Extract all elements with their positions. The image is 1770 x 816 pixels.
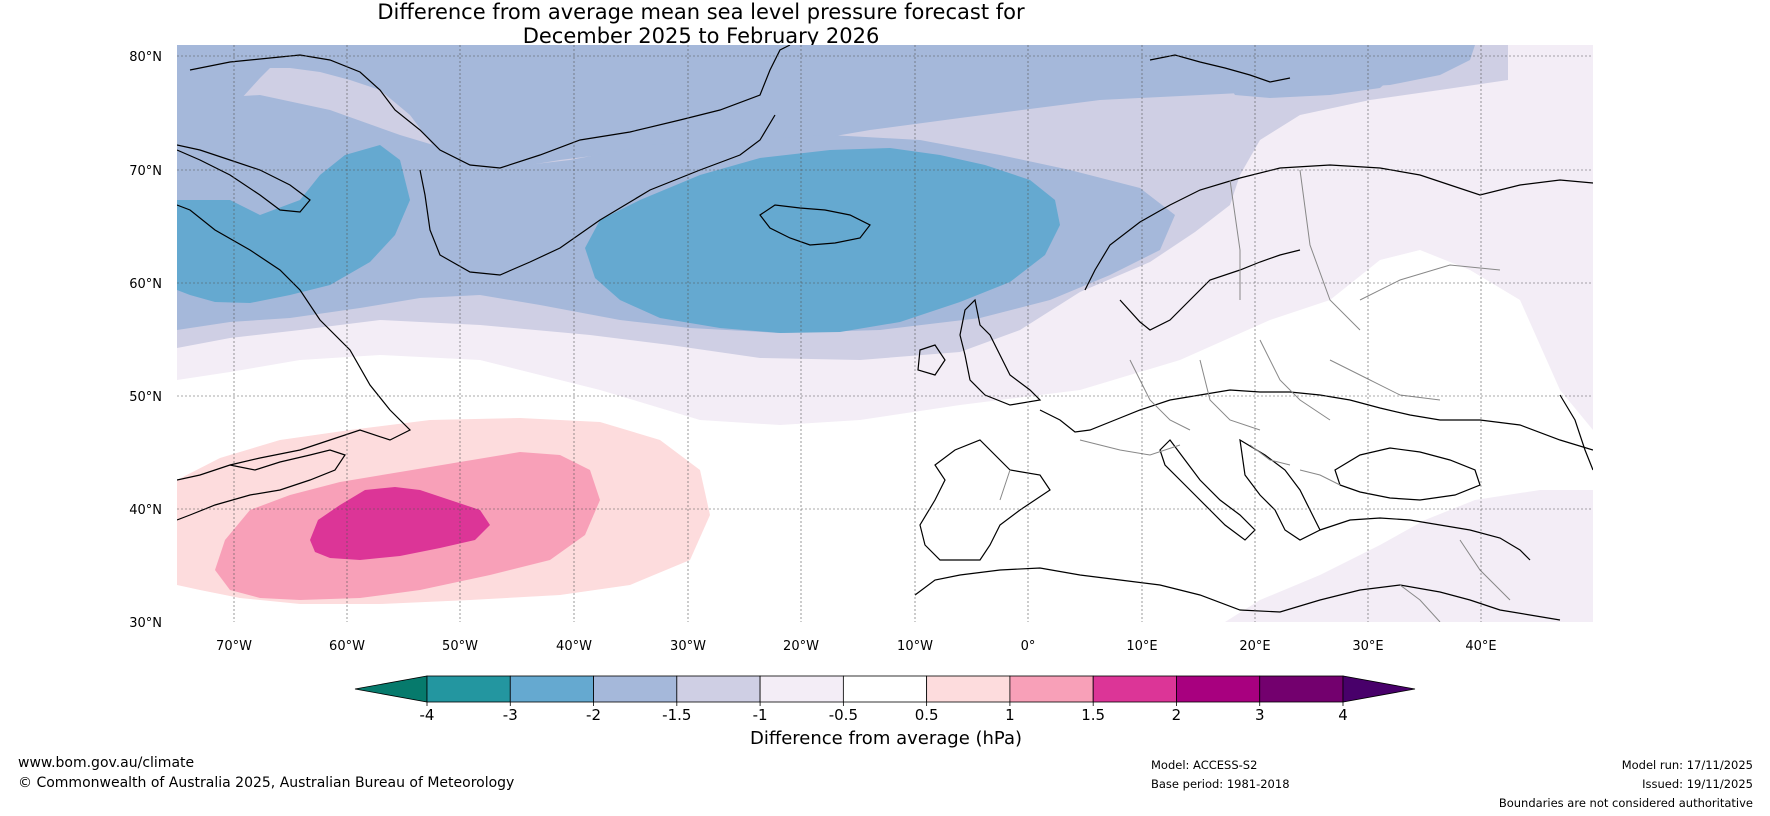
colorbar-segment [759, 675, 844, 703]
scandinavia-south [1119, 249, 1301, 331]
contour-band-minus-1-to-minus-0.5-southeast [1225, 490, 1593, 622]
colorbar-tick-label: 3 [1255, 706, 1265, 724]
colorbar-segment [1092, 675, 1177, 703]
lon-label: 30°W [670, 639, 706, 654]
graticule [177, 45, 1593, 622]
colorbar-segment [426, 675, 511, 703]
greenland-coast [189, 45, 791, 169]
colorbar-tick-label: -2 [586, 706, 601, 724]
colorbar-extension-low [354, 675, 428, 703]
contour-band-minus-3-to-minus-2-central [585, 148, 1060, 333]
lon-label: 20°E [1239, 639, 1270, 654]
footer-website: www.bom.gov.au/climate [18, 755, 195, 771]
longitude-labels: 70°W 60°W 50°W 40°W 30°W 20°W 10°W 0° 10… [216, 639, 1497, 654]
caspian-coast [1559, 394, 1593, 471]
contour-band-minus-3-to-minus-2-west [177, 145, 410, 303]
lon-label: 40°W [556, 639, 592, 654]
colorbar-tick-label: -3 [503, 706, 518, 724]
colorbar-segment [842, 675, 928, 703]
footer-model-run: Model run: 17/11/2025 [1621, 758, 1753, 772]
turkey-coast [1319, 517, 1531, 561]
lon-label: 20°W [783, 639, 819, 654]
colorbar-segment [593, 675, 678, 703]
colorbar-segment [1259, 675, 1344, 703]
footer-issued: Issued: 19/11/2025 [1642, 777, 1753, 791]
coastlines [177, 45, 1593, 621]
lat-label: 50°N [129, 390, 162, 405]
colorbar-tick-label: 4 [1338, 706, 1348, 724]
lat-label: 70°N [129, 164, 162, 179]
iberia [919, 439, 1051, 561]
colorbar-tick-label: 1 [1005, 706, 1015, 724]
lon-label: 70°W [216, 639, 252, 654]
lat-label: 40°N [129, 503, 162, 518]
lon-label: 30°E [1352, 639, 1383, 654]
colorbar-tick-label: -0.5 [829, 706, 858, 724]
nova-scotia-coast [177, 449, 346, 521]
colorbar: -4 -3 -2 -1.5 -1 -0.5 0.5 1 1.5 2 3 4 [354, 675, 1416, 724]
lat-label: 60°N [129, 277, 162, 292]
colorbar-tick-label: -1.5 [662, 706, 691, 724]
colorbar-segment [1009, 675, 1094, 703]
north-africa-coast [914, 567, 1561, 621]
colorbar-tick-label: 1.5 [1081, 706, 1105, 724]
country-borders [999, 169, 1511, 622]
svalbard-area [1149, 54, 1291, 83]
latitude-labels: 80°N 70°N 60°N 50°N 40°N 30°N [129, 50, 162, 631]
lon-label: 50°W [442, 639, 478, 654]
colorbar-tick-label: 2 [1172, 706, 1182, 724]
europe-mainland [1039, 389, 1593, 451]
british-isles [917, 298, 1042, 406]
colorbar-segment [676, 675, 761, 703]
map-title: Difference from average mean sea level p… [0, 0, 1402, 48]
lon-label: 60°W [329, 639, 365, 654]
iceland [759, 204, 871, 246]
border-lines-central [1079, 339, 1441, 456]
colorbar-segment [509, 675, 594, 703]
contour-band-minus-2-northeast-patch [1225, 52, 1400, 98]
lon-label: 10°W [897, 639, 933, 654]
colorbar-segment [926, 675, 1011, 703]
colorbar-extension-high [1342, 675, 1416, 703]
colorbar-tick-label: -1 [753, 706, 768, 724]
black-sea [1334, 447, 1481, 501]
lon-label: 0° [1021, 639, 1036, 654]
title-line-2: December 2025 to February 2026 [522, 24, 880, 48]
baffin-island [177, 144, 311, 213]
colorbar-segment [1176, 675, 1261, 703]
lat-label: 30°N [129, 616, 162, 631]
footer-base-period: Base period: 1981-2018 [1151, 777, 1290, 791]
balkans-greece [1239, 438, 1321, 541]
border-lines-north [1229, 169, 1501, 331]
lat-label: 80°N [129, 50, 162, 65]
scandinavia [1084, 164, 1593, 291]
lon-label: 40°E [1465, 639, 1496, 654]
border-lines-south [999, 444, 1511, 622]
footer-copyright: © Commonwealth of Australia 2025, Austra… [18, 775, 515, 791]
footer-disclaimer: Boundaries are not considered authoritat… [1498, 796, 1753, 810]
contour-band-1.5-to-2 [310, 487, 490, 560]
italy [1159, 439, 1256, 541]
colorbar-tick-label: -4 [420, 706, 435, 724]
colorbar-label: Difference from average (hPa) [750, 728, 1022, 749]
colorbar-tick-label: 0.5 [915, 706, 939, 724]
lon-label: 10°E [1126, 639, 1157, 654]
greenland-west-coast [419, 114, 776, 276]
title-line-1: Difference from average mean sea level p… [377, 0, 1025, 24]
labrador-coast [177, 204, 412, 481]
footer-model: Model: ACCESS-S2 [1151, 758, 1258, 772]
pressure-anomaly-field [177, 45, 1593, 622]
contour-band-minus-2-to-minus-1.5 [177, 45, 1475, 205]
